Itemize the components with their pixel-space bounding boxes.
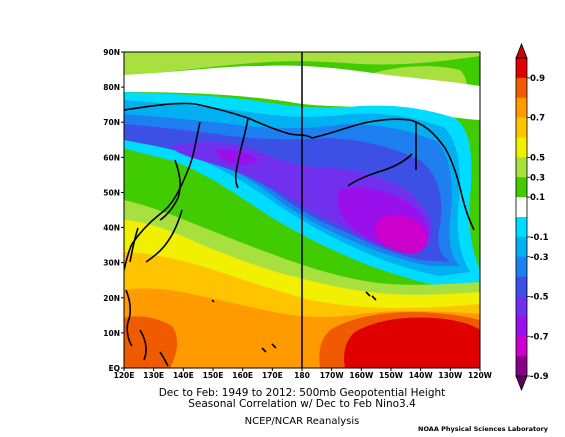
colorbar-segment xyxy=(516,137,527,158)
lon-tick-label: 150E xyxy=(203,371,224,380)
latitude-axis: EQ 10N 20N 30N 40N 50N 60N 70N 80N 90N xyxy=(103,48,124,373)
colorbar-segment xyxy=(516,217,527,238)
lon-tick-label: 140W xyxy=(409,371,434,380)
colorbar-segment xyxy=(516,256,527,277)
colorbar-segment xyxy=(516,356,527,377)
caption-dataset: NCEP/NCAR Reanalysis xyxy=(244,416,360,427)
lon-tick-label: 170E xyxy=(262,371,283,380)
lon-tick-label: 150W xyxy=(379,371,404,380)
contour-band-neg-0.6 xyxy=(215,149,429,251)
lon-tick-label: 140E xyxy=(173,371,194,380)
colorbar-label: -0.1 xyxy=(530,233,549,243)
colorbar-label: -0.5 xyxy=(530,293,549,303)
lat-tick-label: EQ xyxy=(109,364,121,373)
lat-tick-label: 60N xyxy=(103,153,120,162)
colorbar-lower-arrow xyxy=(515,375,528,392)
colorbar-segment xyxy=(516,97,527,118)
colorbar-upper-arrow xyxy=(515,42,528,59)
lon-tick-label: 160E xyxy=(232,371,253,380)
lat-tick-label: 40N xyxy=(103,224,120,233)
lat-tick-label: 90N xyxy=(103,48,120,57)
lat-tick-label: 50N xyxy=(103,188,120,197)
correlation-contour-field xyxy=(124,52,480,368)
lat-tick-label: 30N xyxy=(103,259,120,268)
caption-subtitle: Seasonal Correlation w/ Dec to Feb Nino3… xyxy=(188,398,416,410)
colorbar-segment xyxy=(516,117,527,138)
colorbar-label: -0.9 xyxy=(530,372,549,382)
coastlines xyxy=(124,102,475,367)
credit-text: NOAA Physical Sciences Laboratory xyxy=(418,425,549,433)
lat-tick-label: 20N xyxy=(103,294,120,303)
lat-tick-label: 10N xyxy=(103,329,120,338)
colorbar-label: 0.7 xyxy=(530,114,545,124)
lat-tick-label: 70N xyxy=(103,118,120,127)
lon-tick-label: 170W xyxy=(320,371,345,380)
colorbar-label: -0.7 xyxy=(530,332,549,342)
lon-tick-label: 160W xyxy=(349,371,374,380)
colorbar: 0.9 0.7 0.5 0.3 0.1 -0.1 -0.3 -0.5 -0.7 -0.9 xyxy=(515,42,549,392)
colorbar-segment xyxy=(516,276,527,297)
colorbar-segment xyxy=(516,157,527,178)
longitude-axis: 120E 130E 140E 150E 160E 170E 180 170W 160W 150W 1… xyxy=(114,368,493,380)
contour-band-pos-0.9 xyxy=(344,317,480,368)
colorbar-segment xyxy=(516,236,527,258)
caption-title: Dec to Feb: 1949 to 2012: 500mb Geopoten… xyxy=(158,387,446,399)
lon-tick-label: 120E xyxy=(114,371,135,380)
colorbar-label: 0.5 xyxy=(530,153,545,163)
colorbar-segment xyxy=(516,336,527,357)
colorbar-label: 0.9 xyxy=(530,74,545,84)
colorbar-label: 0.1 xyxy=(530,193,545,203)
colorbar-segment xyxy=(516,316,527,337)
lat-tick-label: 80N xyxy=(103,83,120,92)
colorbar-label: -0.3 xyxy=(530,253,549,263)
lon-tick-label: 180 xyxy=(294,371,310,380)
contour-band-neg-0.7 xyxy=(375,215,428,254)
lon-tick-label: 120W xyxy=(468,371,493,380)
lon-tick-label: 130E xyxy=(143,371,164,380)
colorbar-segment xyxy=(516,77,527,99)
lon-tick-label: 130W xyxy=(438,371,463,380)
colorbar-segment xyxy=(516,296,527,317)
colorbar-segment xyxy=(516,58,527,79)
colorbar-segment xyxy=(516,177,527,198)
colorbar-outline xyxy=(515,57,528,377)
colorbar-label: 0.3 xyxy=(530,173,545,183)
colorbar-segment xyxy=(516,197,527,218)
